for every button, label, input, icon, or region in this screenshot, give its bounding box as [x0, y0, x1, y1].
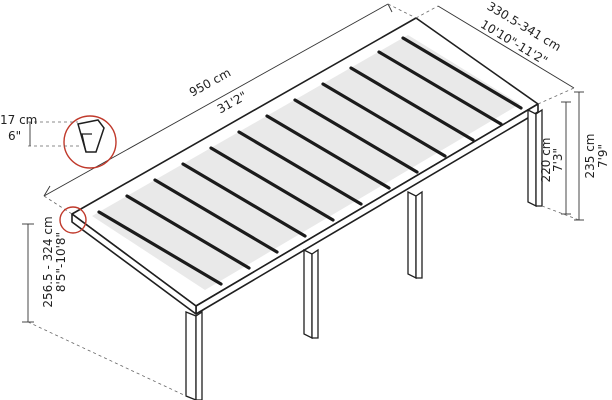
extension-line — [415, 5, 439, 19]
total-height-metric-label: 235 cm — [583, 133, 597, 178]
rafter — [97, 210, 223, 286]
rafter — [321, 82, 447, 158]
rafter — [349, 66, 475, 142]
post — [195, 310, 203, 400]
rafter — [125, 194, 251, 270]
total-height-dimension: 235 cm 7'9" — [574, 91, 610, 221]
extension-line — [387, 3, 417, 19]
extension-line — [537, 87, 575, 105]
rafter — [153, 178, 279, 254]
rafter — [265, 114, 391, 190]
rafter — [377, 50, 503, 126]
clear-height-imperial-label: 7'3" — [551, 148, 565, 172]
post — [311, 248, 319, 339]
gutter-detail-ring — [63, 115, 117, 169]
post — [407, 190, 417, 280]
gutter-metric-label: 17 cm — [0, 113, 37, 127]
total-height-imperial-label: 7'9" — [596, 144, 610, 168]
post — [185, 311, 197, 400]
rafter — [181, 162, 307, 238]
front-height-metric-label: 256.5 - 324 cm — [41, 216, 55, 307]
rafter — [293, 98, 419, 174]
tick — [43, 185, 51, 197]
corner-detail-ring — [59, 206, 87, 234]
posts — [185, 108, 543, 400]
side-beam — [71, 213, 197, 315]
gutter-detail: 17 cm 6" — [0, 113, 117, 169]
tick — [387, 3, 393, 13]
extension-line — [43, 195, 73, 215]
length-imperial-label: 31'2" — [215, 89, 250, 117]
roof-panels — [92, 35, 520, 290]
post — [527, 108, 537, 208]
length-dimension-line — [43, 3, 389, 197]
clear-height-dimension: 220 cm 7'3" — [539, 101, 580, 221]
post — [303, 248, 313, 340]
gutter-profile-icon — [77, 119, 105, 153]
gutter-imperial-label: 6" — [8, 129, 21, 143]
front-height-dimension: 256.5 - 324 cm 8'5"-10'8" — [22, 216, 187, 397]
depth-dimension-line — [437, 5, 575, 89]
rafter — [237, 130, 363, 206]
extension-line — [541, 205, 580, 221]
rafter — [209, 146, 335, 222]
rafter — [401, 36, 523, 110]
clear-height-metric-label: 220 cm — [539, 137, 553, 182]
front-height-imperial-label: 8'5"-10'8" — [54, 232, 68, 292]
post — [415, 190, 423, 279]
extension-line — [27, 321, 187, 397]
roof-rafters — [97, 36, 523, 286]
